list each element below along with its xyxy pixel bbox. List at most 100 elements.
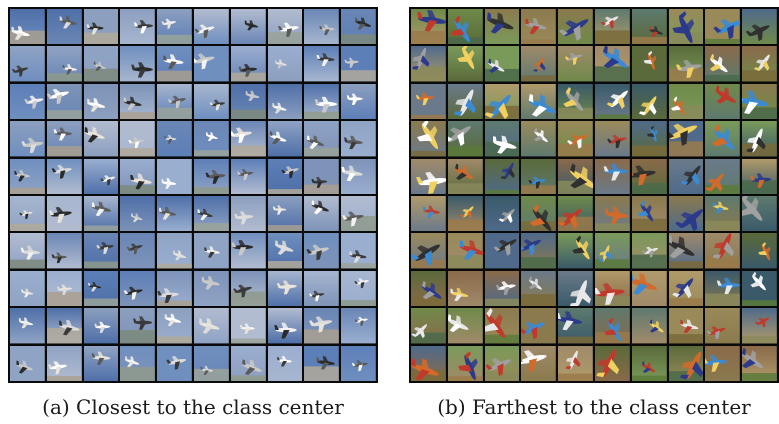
thumbnail-a-91: [10, 345, 45, 381]
thumbnail-a-68: [267, 233, 303, 269]
thumbnail-b-21: [411, 83, 446, 120]
thumbnail-a-95: [157, 345, 192, 381]
thumbnail-b-38: [668, 121, 704, 157]
thumbnail-a-41: [10, 158, 45, 194]
thumbnail-a-19: [304, 46, 340, 82]
thumbnail-b-5: [558, 9, 593, 45]
thumbnail-a-64: [120, 233, 156, 269]
thumbnail-b-13: [484, 46, 520, 82]
thumbnail-a-21: [10, 83, 45, 120]
thumbnail-a-90: [341, 308, 376, 344]
thumbnail-a-81: [10, 308, 45, 344]
thumbnail-a-33: [83, 121, 119, 157]
thumbnail-b-18: [668, 46, 704, 82]
thumbnail-a-18: [267, 46, 303, 82]
thumbnail-b-93: [484, 345, 520, 381]
thumbnail-b-50: [742, 158, 777, 194]
thumbnail-a-100: [341, 345, 376, 381]
thumbnail-a-11: [10, 46, 45, 82]
thumbnail-b-65: [558, 233, 593, 269]
thumbnail-a-88: [267, 308, 303, 344]
thumbnail-b-57: [631, 196, 667, 232]
thumbnail-a-86: [193, 308, 229, 344]
thumbnail-a-85: [157, 308, 192, 344]
thumbnail-a-5: [157, 9, 192, 45]
thumbnail-b-82: [447, 308, 483, 344]
thumbnail-b-25: [558, 83, 593, 120]
thumbnail-b-76: [594, 270, 630, 307]
thumbnail-a-38: [267, 121, 303, 157]
thumbnail-a-89: [304, 308, 340, 344]
thumbnail-a-43: [83, 158, 119, 194]
thumbnail-a-60: [341, 196, 376, 232]
thumbnail-b-1: [411, 9, 446, 45]
thumbnail-a-30: [341, 83, 376, 120]
thumbnail-b-81: [411, 308, 446, 344]
thumbnail-a-48: [267, 158, 303, 194]
thumbnail-a-80: [341, 270, 376, 307]
thumbnail-a-93: [83, 345, 119, 381]
thumbnail-a-97: [230, 345, 266, 381]
thumbnail-b-43: [484, 158, 520, 194]
thumbnail-b-52: [447, 196, 483, 232]
thumbnail-b-67: [631, 233, 667, 269]
thumbnail-b-29: [705, 83, 741, 120]
thumbnail-b-27: [631, 83, 667, 120]
thumbnail-a-23: [83, 83, 119, 120]
thumbnail-a-84: [120, 308, 156, 344]
thumbnail-a-29: [304, 83, 340, 120]
thumbnail-a-94: [120, 345, 156, 381]
thumbnail-a-50: [341, 158, 376, 194]
thumbnail-b-35: [558, 121, 593, 157]
thumbnail-a-17: [230, 46, 266, 82]
thumbnail-b-16: [594, 46, 630, 82]
thumbnail-a-14: [120, 46, 156, 82]
thumbnail-b-36: [594, 121, 630, 157]
thumbnail-b-80: [742, 270, 777, 307]
thumbnail-b-95: [558, 345, 593, 381]
thumbnail-a-39: [304, 121, 340, 157]
thumbnail-a-10: [341, 9, 376, 45]
thumbnail-b-59: [705, 196, 741, 232]
thumbnail-b-61: [411, 233, 446, 269]
image-grid-farthest: [409, 7, 779, 383]
thumbnail-a-54: [120, 196, 156, 232]
thumbnail-a-74: [120, 270, 156, 307]
thumbnail-b-10: [742, 9, 777, 45]
thumbnail-a-36: [193, 121, 229, 157]
thumbnail-b-39: [705, 121, 741, 157]
thumbnail-b-85: [558, 308, 593, 344]
thumbnail-b-26: [594, 83, 630, 120]
thumbnail-b-89: [705, 308, 741, 344]
thumbnail-b-9: [705, 9, 741, 45]
thumbnail-a-46: [193, 158, 229, 194]
thumbnail-a-49: [304, 158, 340, 194]
thumbnail-b-7: [631, 9, 667, 45]
thumbnail-a-56: [193, 196, 229, 232]
thumbnail-a-79: [304, 270, 340, 307]
thumbnail-a-28: [267, 83, 303, 120]
thumbnail-a-44: [120, 158, 156, 194]
thumbnail-b-100: [742, 345, 777, 381]
thumbnail-b-14: [521, 46, 557, 82]
thumbnail-b-2: [447, 9, 483, 45]
image-grid-closest: [8, 7, 378, 383]
thumbnail-b-88: [668, 308, 704, 344]
thumbnail-b-84: [521, 308, 557, 344]
thumbnail-b-51: [411, 196, 446, 232]
thumbnail-a-53: [83, 196, 119, 232]
thumbnail-b-3: [484, 9, 520, 45]
thumbnail-b-71: [411, 270, 446, 307]
thumbnail-b-47: [631, 158, 667, 194]
thumbnail-b-34: [521, 121, 557, 157]
thumbnail-a-3: [83, 9, 119, 45]
thumbnail-a-6: [193, 9, 229, 45]
thumbnail-b-32: [447, 121, 483, 157]
thumbnail-b-44: [521, 158, 557, 194]
thumbnail-a-2: [46, 9, 82, 45]
thumbnail-a-32: [46, 121, 82, 157]
thumbnail-b-77: [631, 270, 667, 307]
thumbnail-a-62: [46, 233, 82, 269]
thumbnail-b-17: [631, 46, 667, 82]
thumbnail-b-46: [594, 158, 630, 194]
